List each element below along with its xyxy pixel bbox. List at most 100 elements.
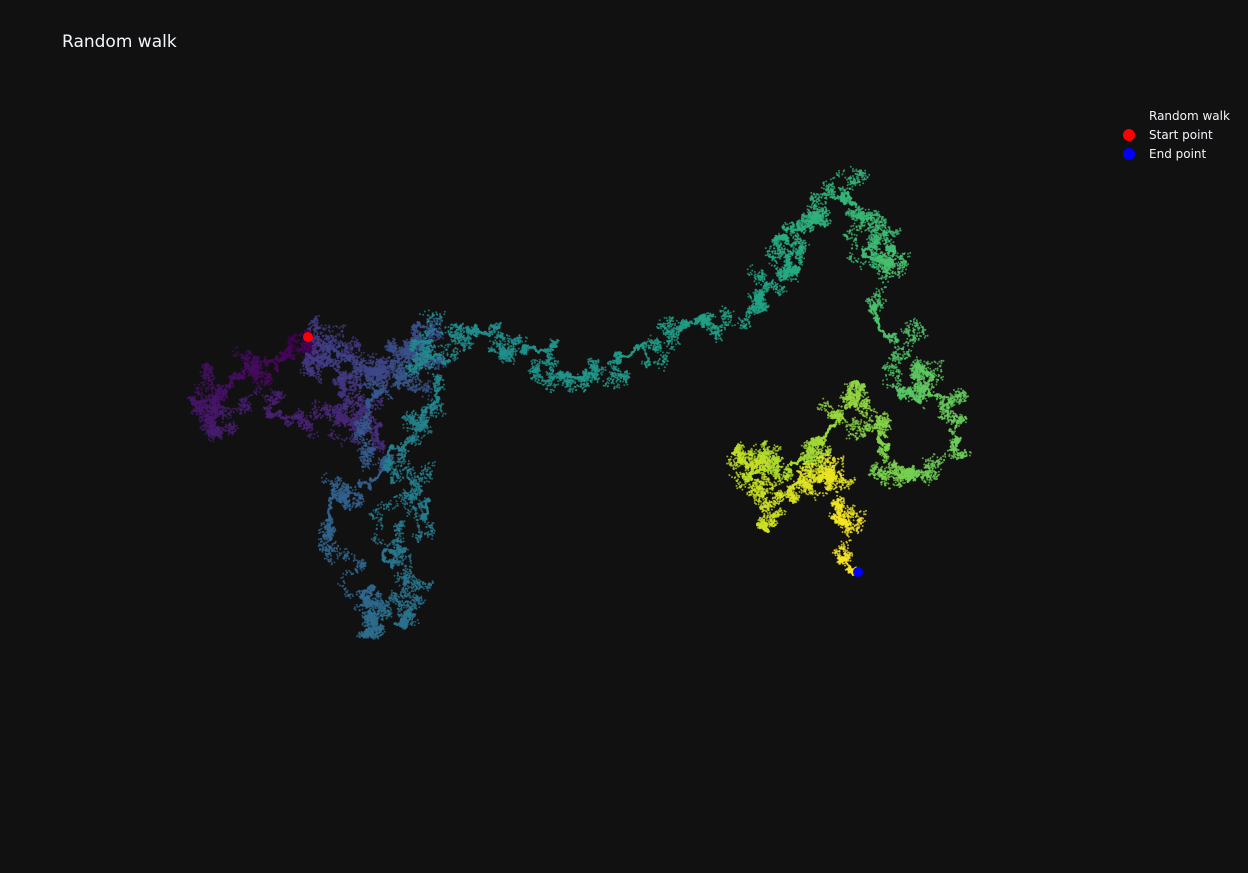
walk-point [284, 354, 286, 356]
walk-point [248, 353, 250, 355]
walk-point [330, 409, 332, 411]
walk-point [321, 408, 323, 410]
walk-point [267, 378, 269, 380]
walk-point [201, 429, 203, 431]
walk-point [211, 402, 213, 404]
walk-point [235, 353, 237, 355]
walk-point [245, 409, 247, 411]
walk-point [222, 432, 224, 434]
walk-point [208, 396, 210, 398]
walk-point [324, 404, 326, 406]
walk-point [329, 408, 331, 410]
walk-point [258, 369, 260, 371]
walk-point [209, 384, 211, 386]
walk-point [222, 385, 224, 387]
walk-point [251, 369, 253, 371]
walk-point [204, 401, 206, 403]
walk-point [222, 390, 224, 392]
walk-point [237, 427, 239, 429]
walk-point [232, 433, 234, 435]
walk-point [337, 419, 339, 421]
walk-point [207, 387, 209, 389]
walk-point [270, 383, 272, 385]
walk-point [302, 415, 304, 417]
walk-point [225, 424, 227, 426]
walk-point [227, 407, 229, 409]
walk-point [219, 404, 221, 406]
walk-point [208, 368, 210, 370]
walk-point [256, 363, 258, 365]
walk-point [374, 419, 376, 421]
walk-point [264, 399, 266, 401]
walk-point [203, 373, 205, 375]
walk-point [316, 411, 318, 413]
walk-point [233, 421, 235, 423]
walk-point [349, 438, 351, 440]
walk-point [212, 375, 214, 377]
walk-point [221, 406, 223, 408]
walk-point [334, 405, 336, 407]
walk-point [255, 388, 257, 390]
walk-point [200, 428, 202, 430]
walk-point [190, 400, 192, 402]
walk-point [338, 404, 340, 406]
walk-point [254, 377, 256, 379]
walk-point [310, 429, 312, 431]
walk-point [308, 426, 310, 428]
walk-point [318, 401, 320, 403]
walk-point [257, 365, 259, 367]
walk-point [232, 379, 234, 381]
walk-point [243, 403, 245, 405]
walk-point [202, 425, 204, 427]
walk-point [199, 371, 201, 373]
walk-point [237, 410, 239, 412]
walk-point [284, 394, 286, 396]
walk-point [258, 391, 260, 393]
walk-point [312, 408, 314, 410]
walk-point [271, 404, 273, 406]
walk-point [235, 430, 237, 432]
walk-point [379, 447, 381, 449]
walk-point [270, 388, 272, 390]
walk-point [311, 424, 313, 426]
walk-point [241, 398, 243, 400]
walk-point [309, 415, 311, 417]
walk-point [214, 431, 216, 433]
walk-point [337, 415, 339, 417]
walk-point [341, 445, 343, 447]
walk-point [337, 408, 339, 410]
walk-point [204, 407, 206, 409]
walk-point [243, 409, 245, 411]
walk-point [311, 402, 313, 404]
walk-point [301, 356, 303, 358]
walk-point [269, 380, 271, 382]
walk-point [215, 389, 217, 391]
walk-point [245, 351, 247, 353]
walk-point [375, 444, 377, 446]
walk-point [225, 415, 227, 417]
walk-point [219, 387, 221, 389]
walk-point [317, 435, 319, 437]
walk-point [202, 381, 204, 383]
walk-point [250, 407, 252, 409]
walk-point [210, 411, 212, 413]
walk-point [302, 413, 304, 415]
walk-point [358, 412, 360, 414]
walk-point [201, 416, 203, 418]
walk-point [234, 426, 236, 428]
walk-point [253, 357, 255, 359]
walk-point [234, 408, 236, 410]
walk-point [217, 403, 219, 405]
walk-point [272, 379, 274, 381]
walk-point [197, 409, 199, 411]
walk-point [264, 362, 266, 364]
walk-point [216, 411, 218, 413]
walk-point [201, 389, 203, 391]
walk-point [248, 396, 250, 398]
walk-point [247, 350, 249, 352]
walk-point [227, 417, 229, 419]
walk-point [348, 429, 350, 431]
walk-point [248, 407, 250, 409]
walk-point [315, 418, 317, 420]
